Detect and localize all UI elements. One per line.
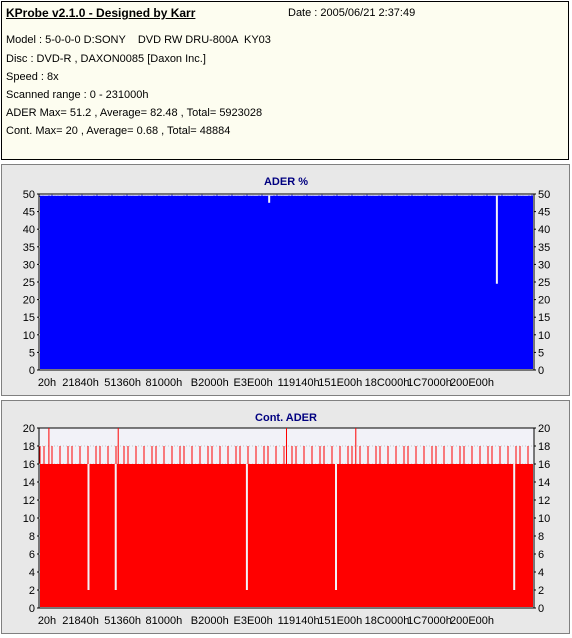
y-tick-label-left: 50	[23, 189, 35, 201]
x-tick-label: B2000h	[191, 377, 229, 389]
y-tick-label-left: 20	[23, 295, 35, 307]
x-tick-label: 200E00h	[450, 377, 494, 389]
x-tick-label: 18C000h	[365, 377, 410, 389]
y-tick-label-left: 0	[29, 365, 35, 377]
ader-chart-panel: ADER % 0 0 5 5 10 10 15 15 20 20 25 25 30 30 35 35 40 40 45…	[1, 164, 570, 396]
y-tick-label-right: 35	[538, 242, 550, 254]
y-tick-label-right: 5	[538, 347, 544, 359]
ader-summary-line: ADER Max= 51.2 , Average= 82.48 , Total=…	[6, 107, 263, 119]
x-tick-label: 20h	[38, 377, 56, 389]
app-title: KProbe v2.1.0 - Designed by Karr	[6, 6, 196, 20]
y-tick-label-right: 8	[538, 531, 544, 543]
y-tick-label-right: 4	[538, 567, 544, 579]
x-tick-label: 1C7000h	[407, 615, 452, 627]
y-tick-label-left: 18	[23, 441, 35, 453]
x-tick-label: 119140h	[278, 377, 320, 389]
y-tick-label-left: 10	[23, 513, 35, 525]
y-tick-label-left: 40	[23, 224, 35, 236]
x-tick-label: 151E00h	[318, 377, 362, 389]
y-tick-label-right: 45	[538, 207, 550, 219]
x-tick-label: E3E00h	[234, 615, 273, 627]
x-tick-label: 119140h	[278, 615, 320, 627]
y-tick-label-left: 2	[29, 585, 35, 597]
y-tick-label-left: 4	[29, 567, 35, 579]
y-tick-label-right: 25	[538, 277, 550, 289]
x-tick-label: 151E00h	[318, 615, 362, 627]
model-line: Model : 5-0-0-0 D:SONY DVD RW DRU-800A K…	[6, 34, 271, 46]
y-tick-label-right: 12	[538, 495, 550, 507]
ader-chart: ADER % 0 0 5 5 10 10 15 15 20 20 25 25 30 30 35 35 40 40 45…	[23, 176, 551, 389]
cont-ader-chart: Cont. ADER 0 0 2 2 4 4 6 6 8 8 10 10 12 12 14 14 16 16 18 18…	[23, 412, 551, 627]
cont-ader-chart-panel: Cont. ADER 0 0 2 2 4 4 6 6 8 8 10 10 12 12 14 14 16 16 18 18…	[1, 400, 570, 634]
disc-line: Disc : DVD-R , DAXON0085 [Daxon Inc.]	[6, 53, 206, 65]
y-tick-label-left: 0	[29, 603, 35, 615]
y-tick-label-left: 16	[23, 459, 35, 471]
cont-summary-line: Cont. Max= 20 , Average= 0.68 , Total= 4…	[6, 125, 231, 137]
y-tick-label-right: 15	[538, 312, 550, 324]
y-tick-label-left: 20	[23, 423, 35, 435]
info-panel: KProbe v2.1.0 - Designed by Karr Date : …	[1, 1, 569, 160]
y-tick-label-left: 6	[29, 549, 35, 561]
y-tick-label-right: 20	[538, 423, 550, 435]
y-tick-label-right: 10	[538, 513, 550, 525]
y-tick-label-left: 10	[23, 330, 35, 342]
x-tick-label: 21840h	[62, 615, 99, 627]
y-tick-label-left: 8	[29, 531, 35, 543]
y-tick-label-left: 35	[23, 242, 35, 254]
data-fill	[40, 464, 533, 607]
y-tick-label-right: 30	[538, 259, 550, 271]
y-tick-label-left: 14	[23, 477, 35, 489]
x-tick-label: 81000h	[146, 615, 183, 627]
speed-line: Speed : 8x	[6, 71, 59, 83]
y-tick-label-right: 50	[538, 189, 550, 201]
x-tick-label: 20h	[38, 615, 56, 627]
y-tick-label-right: 0	[538, 365, 544, 377]
y-tick-label-left: 30	[23, 259, 35, 271]
y-tick-label-left: 5	[29, 347, 35, 359]
x-tick-label: 51360h	[104, 377, 141, 389]
x-tick-label: 200E00h	[450, 615, 494, 627]
y-tick-label-left: 15	[23, 312, 35, 324]
x-tick-label: 1C7000h	[407, 377, 452, 389]
y-tick-label-right: 16	[538, 459, 550, 471]
range-line: Scanned range : 0 - 231000h	[6, 89, 149, 101]
y-tick-label-left: 25	[23, 277, 35, 289]
x-tick-label: 51360h	[104, 615, 141, 627]
y-tick-label-left: 12	[23, 495, 35, 507]
x-tick-label: 18C000h	[365, 615, 410, 627]
y-tick-label-right: 0	[538, 603, 544, 615]
chart-title: Cont. ADER	[255, 412, 317, 424]
y-tick-label-right: 40	[538, 224, 550, 236]
chart-title: ADER %	[264, 176, 308, 188]
y-tick-label-right: 20	[538, 295, 550, 307]
data-fill	[40, 195, 533, 369]
x-tick-label: 21840h	[62, 377, 99, 389]
x-tick-label: 81000h	[146, 377, 183, 389]
y-tick-label-left: 45	[23, 207, 35, 219]
scan-date: Date : 2005/06/21 2:37:49	[288, 7, 416, 19]
x-tick-label: E3E00h	[234, 377, 273, 389]
y-tick-label-right: 18	[538, 441, 550, 453]
y-tick-label-right: 14	[538, 477, 550, 489]
x-tick-label: B2000h	[191, 615, 229, 627]
y-tick-label-right: 2	[538, 585, 544, 597]
y-tick-label-right: 10	[538, 330, 550, 342]
y-tick-label-right: 6	[538, 549, 544, 561]
